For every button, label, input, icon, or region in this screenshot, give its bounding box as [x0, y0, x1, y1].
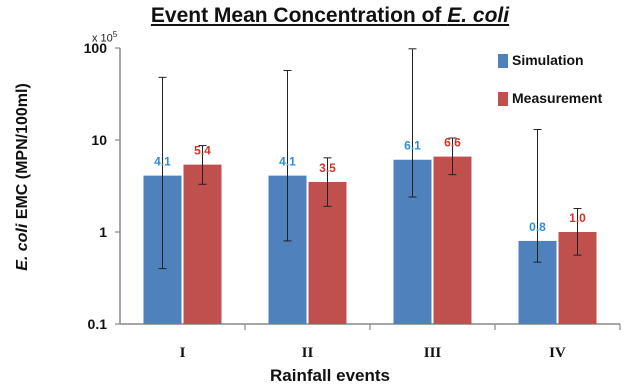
data-label: 4.1 — [154, 155, 171, 169]
x-tick-label: I — [180, 345, 186, 361]
data-label: 6.1 — [404, 139, 421, 153]
legend-label-simulation: Simulation — [512, 52, 584, 68]
y-tick-label: 100 — [84, 40, 108, 56]
y-tick-label: 1 — [99, 224, 107, 240]
legend-swatch-simulation — [498, 54, 508, 68]
bar-measurement — [433, 156, 472, 324]
data-label: 6.6 — [444, 136, 461, 150]
x-tick-label: II — [302, 345, 314, 361]
data-label: 4.1 — [279, 155, 296, 169]
data-label: 0.8 — [529, 220, 546, 234]
chart-title: Event Mean Concentration of E. coli — [150, 4, 510, 27]
axis-scale-factor: x 105 — [92, 30, 118, 45]
x-tick-label: III — [424, 345, 442, 361]
x-axis-label: Rainfall events — [270, 366, 390, 385]
x-tick-label: IV — [549, 345, 566, 361]
data-label: 5.4 — [194, 144, 211, 158]
y-tick-label: 10 — [91, 132, 107, 148]
y-tick-label: 0.1 — [88, 316, 108, 332]
legend-label-measurement: Measurement — [512, 90, 603, 106]
data-label: 3.5 — [319, 161, 336, 175]
data-label: 1.0 — [569, 211, 586, 225]
legend-swatch-measurement — [498, 92, 508, 106]
bar-measurement — [183, 164, 222, 324]
